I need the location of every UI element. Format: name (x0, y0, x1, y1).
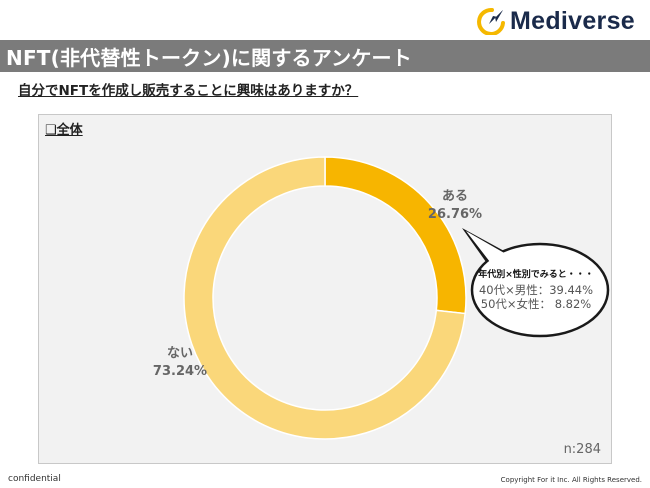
page-title: NFT(非代替性トークン)に関するアンケート (6, 45, 412, 70)
brand-name: Mediverse (510, 6, 635, 35)
slice-label-nai-value: 73.24% (153, 364, 207, 379)
callout-heading: 年代別×性別でみると・・・ (478, 268, 594, 280)
title-bar: NFT(非代替性トークン)に関するアンケート (0, 40, 650, 72)
slice-label-aru-category: ある (442, 189, 468, 204)
callout-line2: 50代×女性： 8.82% (481, 297, 592, 311)
speech-bubble: 年代別×性別でみると・・・ 40代×男性：39.44% 50代×女性： 8.82… (462, 228, 610, 338)
panel-label: ❑全体 (45, 123, 83, 138)
footer-confidential: confidential (8, 474, 61, 484)
slice-label-nai-category: ない (167, 346, 193, 361)
donut-slice-0 (324, 156, 467, 315)
callout-line1: 40代×男性：39.44% (479, 283, 593, 297)
rocket-logo-icon (477, 7, 505, 35)
donut-slice-1 (183, 156, 466, 440)
donut-slices (183, 156, 467, 440)
brand-logo: Mediverse (476, 6, 646, 36)
slice-label-aru-value: 26.76% (428, 207, 482, 222)
survey-question: 自分でNFTを作成し販売することに興味はありますか？ (18, 83, 359, 99)
sample-size: n:284 (563, 442, 601, 457)
footer-copyright: Copyright For it Inc. All Rights Reserve… (500, 476, 642, 484)
